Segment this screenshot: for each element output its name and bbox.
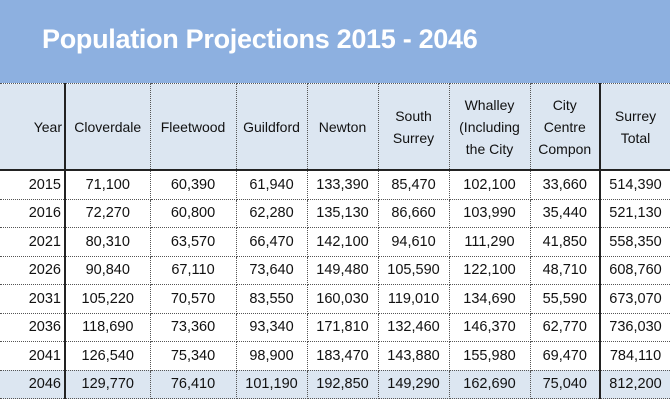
year-cell: 2031 xyxy=(0,284,66,314)
value-cell: 142,100 xyxy=(307,227,379,257)
value-cell: 521,130 xyxy=(600,199,670,228)
value-cell: 66,470 xyxy=(236,227,308,257)
column-header: South Surrey xyxy=(378,83,450,171)
table-row: 2026 90,840 67,110 73,640 149,480 105,590 122,… xyxy=(0,256,670,285)
value-cell: 132,460 xyxy=(378,313,450,342)
value-cell: 69,470 xyxy=(530,341,601,371)
column-header: Guildford xyxy=(236,83,308,171)
value-cell: 86,660 xyxy=(378,199,450,228)
value-cell: 146,370 xyxy=(449,313,531,342)
value-cell: 160,030 xyxy=(307,284,379,314)
value-cell: 784,110 xyxy=(600,341,670,371)
value-cell: 35,440 xyxy=(530,199,601,228)
value-cell: 129,770 xyxy=(65,370,151,399)
value-cell: 33,660 xyxy=(530,170,601,200)
value-cell: 85,470 xyxy=(378,170,450,200)
year-cell: 2015 xyxy=(0,170,66,200)
value-cell: 90,840 xyxy=(65,256,151,285)
population-table: Year Cloverdale Fleetwood Guildford Newton So… xyxy=(0,83,670,399)
value-cell: 101,190 xyxy=(236,370,308,399)
value-cell: 103,990 xyxy=(449,199,531,228)
value-cell: 126,540 xyxy=(65,341,151,371)
table-row: 2046 129,770 76,410 101,190 192,850 149,290 16… xyxy=(0,370,670,399)
value-cell: 149,290 xyxy=(378,370,450,399)
value-cell: 673,070 xyxy=(600,284,670,314)
value-cell: 72,270 xyxy=(65,199,151,228)
column-header: Fleetwood xyxy=(150,83,237,171)
value-cell: 155,980 xyxy=(449,341,531,371)
value-cell: 41,850 xyxy=(530,227,601,257)
column-header: Newton xyxy=(307,83,379,171)
table-row: 2036 118,690 73,360 93,340 171,810 132,460 146… xyxy=(0,313,670,342)
value-cell: 119,010 xyxy=(378,284,450,314)
year-cell: 2046 xyxy=(0,370,66,399)
value-cell: 134,690 xyxy=(449,284,531,314)
value-cell: 736,030 xyxy=(600,313,670,342)
value-cell: 62,770 xyxy=(530,313,601,342)
value-cell: 812,200 xyxy=(600,370,670,399)
year-cell: 2036 xyxy=(0,313,66,342)
year-cell: 2021 xyxy=(0,227,66,257)
column-header: Whalley (Including the City xyxy=(449,83,531,171)
value-cell: 162,690 xyxy=(449,370,531,399)
value-cell: 63,570 xyxy=(150,227,237,257)
value-cell: 183,470 xyxy=(307,341,379,371)
title-banner: Population Projections 2015 - 2046 xyxy=(0,0,670,83)
page-title: Population Projections 2015 - 2046 xyxy=(42,24,478,54)
table-row: 2015 71,100 60,390 61,940 133,390 85,470 102,1… xyxy=(0,170,670,200)
value-cell: 105,220 xyxy=(65,284,151,314)
value-cell: 93,340 xyxy=(236,313,308,342)
value-cell: 143,880 xyxy=(378,341,450,371)
value-cell: 135,130 xyxy=(307,199,379,228)
value-cell: 73,640 xyxy=(236,256,308,285)
value-cell: 111,290 xyxy=(449,227,531,257)
value-cell: 73,360 xyxy=(150,313,237,342)
value-cell: 55,590 xyxy=(530,284,601,314)
value-cell: 60,800 xyxy=(150,199,237,228)
value-cell: 558,350 xyxy=(600,227,670,257)
value-cell: 608,760 xyxy=(600,256,670,285)
value-cell: 83,550 xyxy=(236,284,308,314)
table-row: 2016 72,270 60,800 62,280 135,130 86,660 103,9… xyxy=(0,199,670,228)
value-cell: 192,850 xyxy=(307,370,379,399)
column-header: Cloverdale xyxy=(65,83,151,171)
value-cell: 514,390 xyxy=(600,170,670,200)
value-cell: 102,100 xyxy=(449,170,531,200)
value-cell: 75,340 xyxy=(150,341,237,371)
year-cell: 2026 xyxy=(0,256,66,285)
value-cell: 171,810 xyxy=(307,313,379,342)
value-cell: 133,390 xyxy=(307,170,379,200)
value-cell: 98,900 xyxy=(236,341,308,371)
column-header: City Centre Compon xyxy=(530,83,601,171)
table-row: 2031 105,220 70,570 83,550 160,030 119,010 134… xyxy=(0,284,670,314)
value-cell: 76,410 xyxy=(150,370,237,399)
value-cell: 48,710 xyxy=(530,256,601,285)
column-header: Year xyxy=(0,83,66,171)
value-cell: 149,480 xyxy=(307,256,379,285)
value-cell: 67,110 xyxy=(150,256,237,285)
column-header: Surrey Total xyxy=(600,83,670,171)
year-cell: 2016 xyxy=(0,199,66,228)
header-row: Year Cloverdale Fleetwood Guildford Newton So… xyxy=(0,83,670,171)
value-cell: 80,310 xyxy=(65,227,151,257)
value-cell: 60,390 xyxy=(150,170,237,200)
value-cell: 62,280 xyxy=(236,199,308,228)
table-row: 2041 126,540 75,340 98,900 183,470 143,880 155… xyxy=(0,341,670,371)
year-cell: 2041 xyxy=(0,341,66,371)
value-cell: 94,610 xyxy=(378,227,450,257)
value-cell: 70,570 xyxy=(150,284,237,314)
value-cell: 75,040 xyxy=(530,370,601,399)
value-cell: 118,690 xyxy=(65,313,151,342)
table-row: 2021 80,310 63,570 66,470 142,100 94,610 111,2… xyxy=(0,227,670,257)
value-cell: 61,940 xyxy=(236,170,308,200)
value-cell: 122,100 xyxy=(449,256,531,285)
value-cell: 105,590 xyxy=(378,256,450,285)
value-cell: 71,100 xyxy=(65,170,151,200)
